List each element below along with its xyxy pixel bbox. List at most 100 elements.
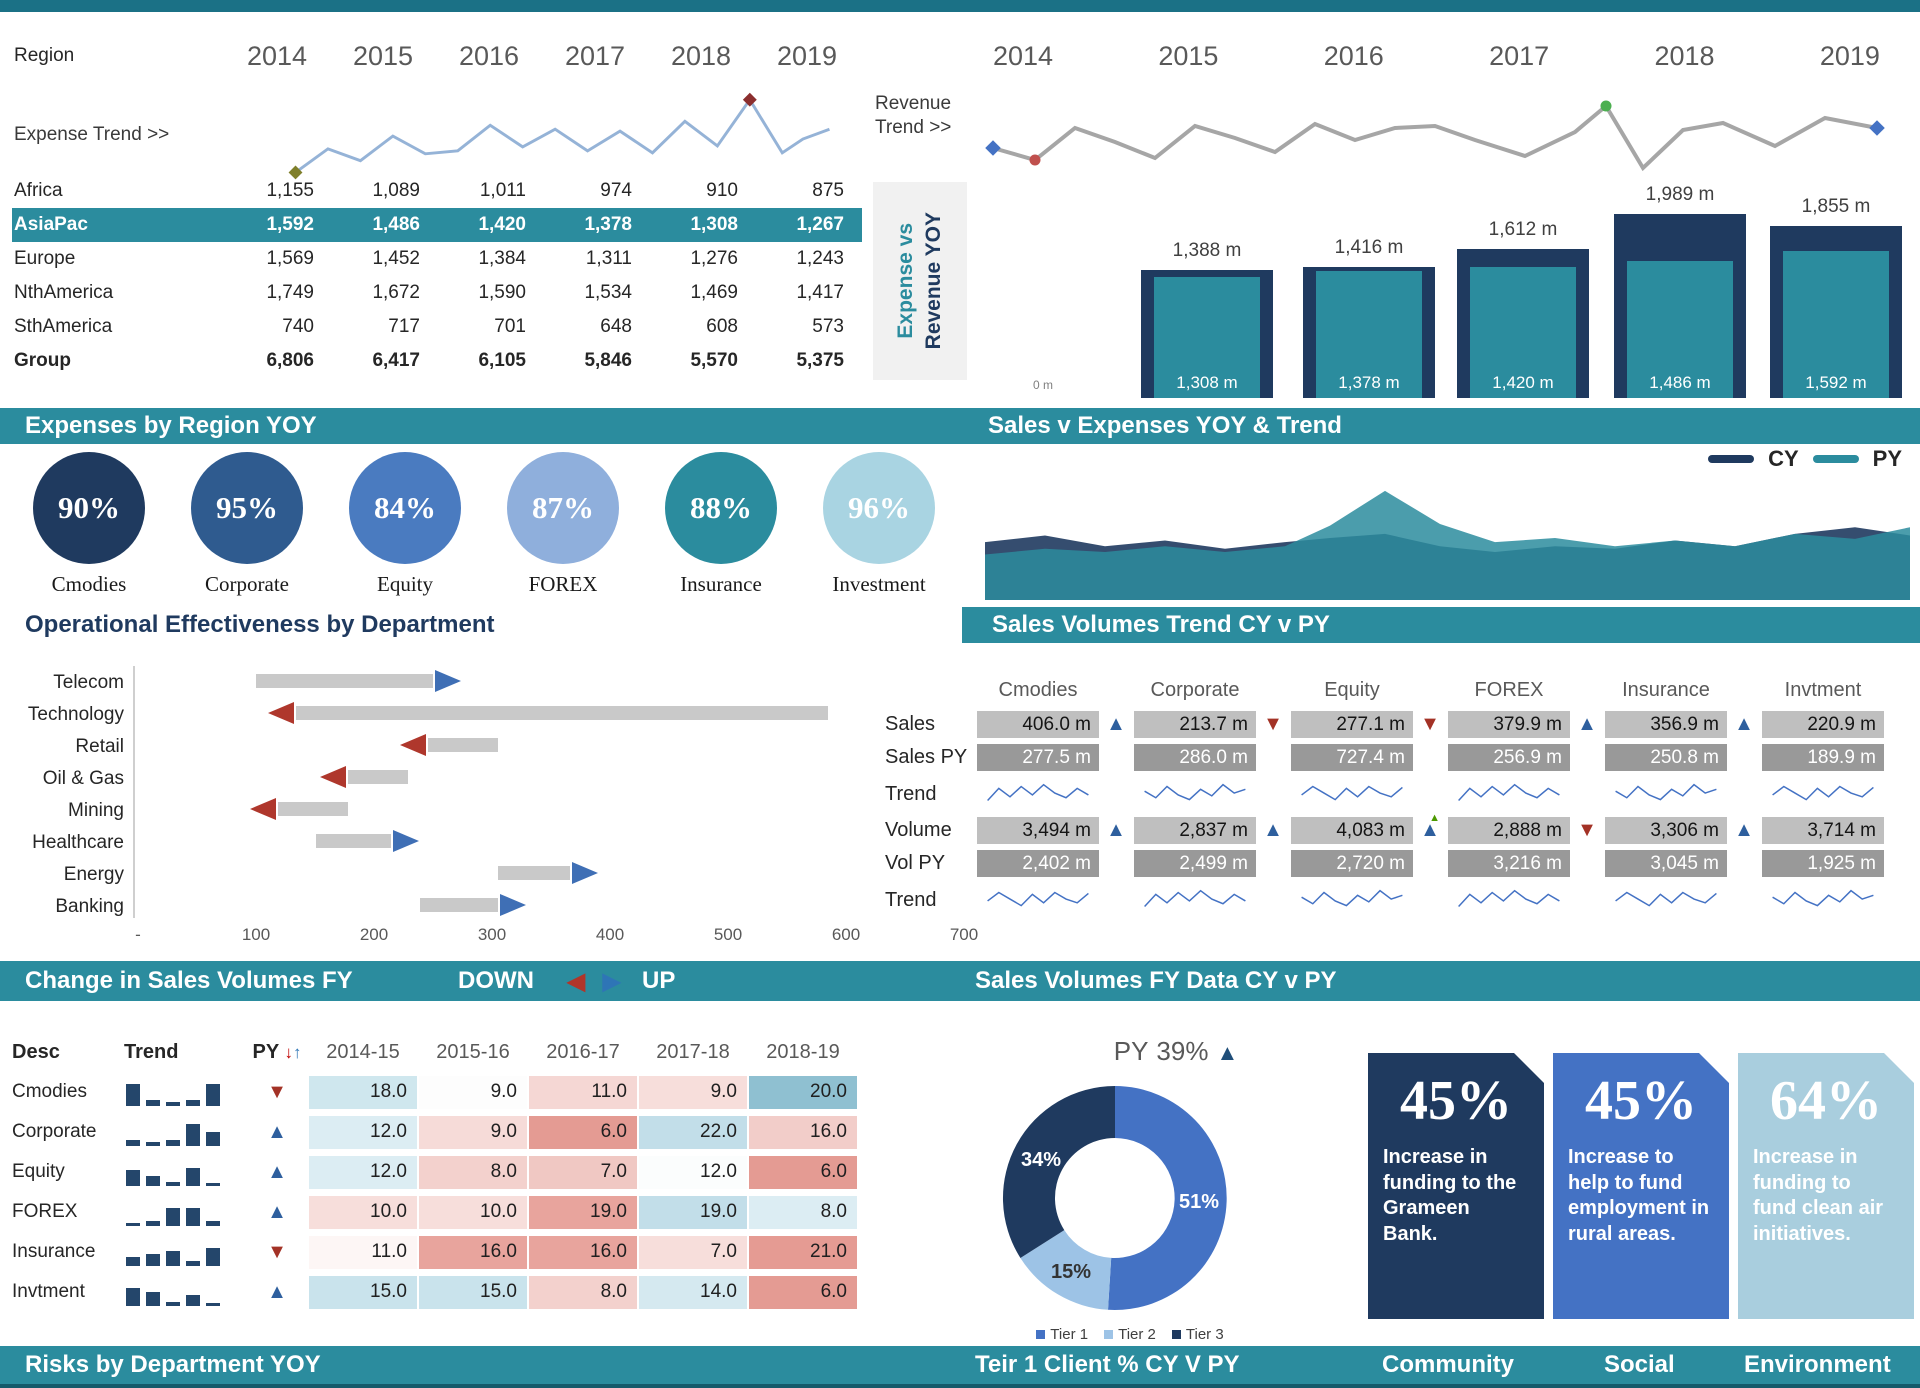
- table-row[interactable]: Africa 1,155 1,089 1,011 974 910 875: [14, 180, 844, 201]
- sales-py-cell[interactable]: 727.4 m: [1291, 744, 1448, 771]
- sales-py-cell[interactable]: 286.0 m: [1134, 744, 1291, 771]
- table-row-total[interactable]: Group 6,806 6,417 6,105 5,846 5,570 5,37…: [14, 350, 844, 371]
- volume-cell[interactable]: 3,306 m ▲: [1605, 817, 1762, 844]
- vol-py-cell[interactable]: 1,925 m: [1762, 850, 1919, 877]
- heatmap-cell[interactable]: 12.0: [309, 1115, 417, 1149]
- heatmap-cell[interactable]: 19.0: [639, 1195, 747, 1229]
- volume-cell[interactable]: 2,837 m ▲: [1134, 817, 1291, 844]
- vol-py-cell[interactable]: 3,045 m: [1605, 850, 1762, 877]
- heatmap-cell[interactable]: 14.0: [639, 1275, 747, 1309]
- tier2-slice[interactable]: [1020, 1230, 1112, 1310]
- region-label: SthAmerica: [14, 316, 113, 337]
- heatmap-cell[interactable]: 6.0: [529, 1115, 637, 1149]
- right-arrow-icon: [435, 670, 461, 692]
- heatmap-cell[interactable]: 11.0: [529, 1075, 637, 1109]
- section-header-row: Operational Effectiveness by Department …: [0, 607, 1920, 643]
- heatmap-cell[interactable]: 12.0: [309, 1155, 417, 1189]
- heatmap-cell[interactable]: 7.0: [529, 1155, 637, 1189]
- donut-title: PY 39% ▲: [1113, 1036, 1239, 1066]
- revenue-bar-group[interactable]: 1,416 m 1,378 m: [1303, 237, 1435, 398]
- expense-bar: 1,378 m: [1316, 271, 1422, 398]
- table-row[interactable]: Europe 1,569 1,452 1,384 1,311 1,276 1,2…: [14, 248, 844, 269]
- region-label: NthAmerica: [14, 282, 114, 303]
- revenue-bar-group[interactable]: 1,989 m 1,486 m: [1614, 184, 1746, 398]
- right-arrow-icon: [572, 862, 598, 884]
- heatmap-cell[interactable]: 9.0: [419, 1115, 527, 1149]
- left-arrow-icon: [320, 766, 346, 788]
- heatmap-cell[interactable]: 8.0: [529, 1275, 637, 1309]
- heatmap-cell[interactable]: 15.0: [419, 1275, 527, 1309]
- kpi-circle-item[interactable]: 95% Corporate: [168, 452, 326, 597]
- trend-sparkline: [1762, 780, 1919, 808]
- heatmap-cell[interactable]: 11.0: [309, 1235, 417, 1269]
- sales-py-cell[interactable]: 256.9 m: [1448, 744, 1605, 771]
- social-card[interactable]: 45% Increase to help to fund employment …: [1553, 1053, 1729, 1319]
- sales-py-cell[interactable]: 250.8 m: [1605, 744, 1762, 771]
- vol-py-cell[interactable]: 2,499 m: [1134, 850, 1291, 877]
- sales-cell[interactable]: 379.9 m ▲: [1448, 711, 1605, 738]
- heatmap-cell[interactable]: 18.0: [309, 1075, 417, 1109]
- heatmap-cell[interactable]: 12.0: [639, 1155, 747, 1189]
- vol-py-cell[interactable]: 2,402 m: [977, 850, 1134, 877]
- table-row-highlighted[interactable]: AsiaPac 1,592 1,486 1,420 1,378 1,308 1,…: [12, 208, 862, 242]
- kpi-circle-item[interactable]: 88% Insurance: [642, 452, 800, 597]
- revenue-bar-group[interactable]: 1,612 m 1,420 m: [1457, 219, 1589, 398]
- vol-py-cell[interactable]: 2,720 m: [1291, 850, 1448, 877]
- sales-cell[interactable]: 406.0 m ▲: [977, 711, 1134, 738]
- volume-cell[interactable]: 4,083 m ▲ ▲: [1291, 812, 1448, 844]
- volume-cell[interactable]: 3,714 m: [1762, 817, 1919, 844]
- sales-cell[interactable]: 213.7 m ▼: [1134, 711, 1291, 738]
- kpi-percent: 96%: [848, 490, 910, 525]
- trend-sparkline: [1448, 780, 1605, 808]
- trend-minibar-chart: [126, 1084, 220, 1106]
- heatmap-cell[interactable]: 15.0: [309, 1275, 417, 1309]
- heatmap-cell[interactable]: 10.0: [309, 1195, 417, 1229]
- tier-client-donut-panel: PY 39% ▲ 51% 15% 34% Tier 1 Tier 2 Tier 3: [968, 1036, 1320, 1343]
- heatmap-cell[interactable]: 19.0: [529, 1195, 637, 1229]
- region-label: AsiaPac: [14, 214, 88, 235]
- heatmap-cell[interactable]: 7.0: [639, 1235, 747, 1269]
- heatmap-cell[interactable]: 22.0: [639, 1115, 747, 1149]
- heatmap-cell[interactable]: 16.0: [529, 1235, 637, 1269]
- heatmap-cell[interactable]: 21.0: [749, 1235, 857, 1269]
- heatmap-cell[interactable]: 8.0: [419, 1155, 527, 1189]
- sales-cell[interactable]: 356.9 m ▲: [1605, 711, 1762, 738]
- kpi-circle-item[interactable]: 90% Cmodies: [10, 452, 168, 597]
- heatmap-cell[interactable]: 6.0: [749, 1275, 857, 1309]
- right-arrow-icon: [393, 830, 419, 852]
- community-card[interactable]: 45% Increase in funding to the Grameen B…: [1368, 1053, 1544, 1319]
- kpi-label: FOREX: [528, 572, 598, 596]
- year-header: 2017: [1489, 40, 1550, 71]
- heatmap-cell[interactable]: 16.0: [419, 1235, 527, 1269]
- kpi-circle-item[interactable]: 84% Equity: [326, 452, 484, 597]
- tier3-slice[interactable]: [1002, 1086, 1115, 1258]
- heatmap-cell[interactable]: 9.0: [419, 1075, 527, 1109]
- heatmap-cell[interactable]: 9.0: [639, 1075, 747, 1109]
- sales-cell[interactable]: 277.1 m ▼: [1291, 711, 1448, 738]
- sales-cell[interactable]: 220.9 m: [1762, 711, 1919, 738]
- revenue-bar-group[interactable]: 1,855 m 1,592 m: [1770, 196, 1902, 398]
- volume-cell[interactable]: 2,888 m ▼: [1448, 817, 1605, 844]
- kpi-circle-item[interactable]: 87% FOREX: [484, 452, 642, 597]
- table-row[interactable]: NthAmerica 1,749 1,672 1,590 1,534 1,469…: [14, 282, 844, 303]
- tier1-slice[interactable]: [1108, 1086, 1227, 1310]
- revenue-bar-group[interactable]: 1,388 m 1,308 m: [1141, 240, 1273, 398]
- trend-arrow-icon: ▲: [267, 1160, 287, 1183]
- table-row[interactable]: SthAmerica 740 717 701 648 608 573: [14, 316, 844, 337]
- trend-sparkline: [1448, 886, 1605, 914]
- heatmap-cell[interactable]: 16.0: [749, 1115, 857, 1149]
- bar-mining: [278, 802, 348, 816]
- kpi-circle: 90%: [33, 452, 145, 564]
- cy-legend-swatch: [1708, 455, 1755, 463]
- sales-py-cell[interactable]: 277.5 m: [977, 744, 1134, 771]
- sales-py-cell[interactable]: 189.9 m: [1762, 744, 1919, 771]
- environment-card[interactable]: 64% Increase in funding to fund clean ai…: [1738, 1053, 1914, 1319]
- heatmap-cell[interactable]: 8.0: [749, 1195, 857, 1229]
- heatmap-cell[interactable]: 10.0: [419, 1195, 527, 1229]
- heatmap-cell[interactable]: 6.0: [749, 1155, 857, 1189]
- kpi-circle-item[interactable]: 96% Investment: [800, 452, 958, 597]
- vol-py-cell[interactable]: 3,216 m: [1448, 850, 1605, 877]
- volume-cell[interactable]: 3,494 m ▲: [977, 817, 1134, 844]
- heatmap-cell[interactable]: 20.0: [749, 1075, 857, 1109]
- year-header: 2019: [776, 40, 838, 71]
